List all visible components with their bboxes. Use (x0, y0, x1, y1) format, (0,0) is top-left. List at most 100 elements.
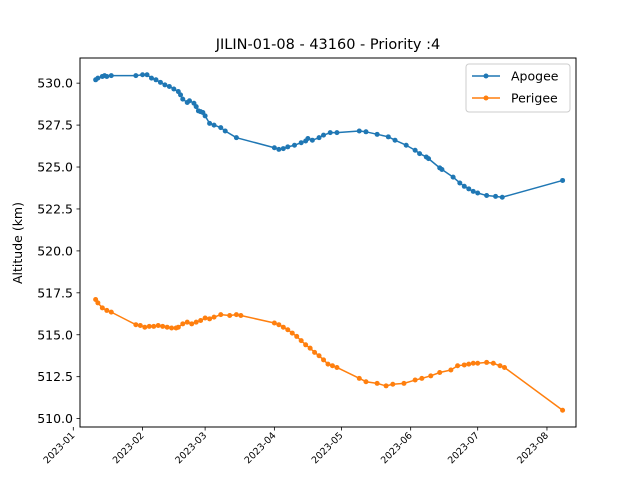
series-perigee-point (193, 319, 199, 325)
series-perigee-point (484, 359, 490, 365)
y-tick-label: 512.5 (37, 369, 73, 384)
series-perigee-point (146, 323, 152, 329)
series-apogee-point (166, 84, 172, 90)
series-perigee-point (137, 323, 143, 329)
y-tick-label: 510.0 (37, 411, 73, 426)
plot-frame (79, 57, 577, 428)
series-perigee-point (321, 357, 327, 363)
series-apogee-point (461, 183, 467, 189)
series-perigee-point (437, 369, 443, 375)
series-apogee-point (309, 137, 315, 143)
series-apogee-point (334, 130, 340, 136)
series-apogee-point (144, 72, 150, 78)
series-apogee-point (149, 75, 154, 81)
series-apogee-point (95, 75, 101, 81)
series-apogee-point (133, 73, 139, 79)
series-perigee-point (142, 324, 148, 330)
series-perigee-point (383, 383, 389, 389)
y-tick-label: 515.0 (37, 327, 73, 342)
series-apogee-point (392, 137, 398, 143)
series-perigee-point (184, 319, 190, 325)
series-perigee-point (497, 363, 503, 369)
series-perigee-point (390, 381, 396, 387)
series-perigee-point (104, 307, 110, 313)
series-perigee-point (160, 323, 166, 329)
series-perigee-point (428, 373, 434, 379)
series-apogee-point (321, 132, 327, 138)
series-apogee-point (186, 98, 192, 104)
series-perigee-point (95, 300, 101, 306)
series-perigee-point (164, 324, 170, 330)
series-perigee-point (169, 325, 175, 331)
y-tick-label: 525.0 (37, 160, 73, 175)
series-apogee-point (153, 77, 159, 83)
series-perigee-point (99, 305, 105, 311)
series-apogee-point (466, 186, 472, 192)
legend-perigee-label: Perigee (511, 91, 558, 106)
series-apogee-point (316, 135, 322, 141)
series-perigee-point (461, 362, 467, 368)
series-apogee-point (403, 142, 409, 148)
series-perigee-point (455, 363, 461, 369)
series-apogee-point (291, 142, 297, 148)
series-perigee-point (560, 407, 566, 413)
series-apogee-point (363, 129, 369, 135)
y-tick-label: 517.5 (37, 285, 73, 300)
series-apogee-point (298, 140, 304, 146)
series-apogee-point (385, 134, 391, 140)
series-apogee-point (171, 86, 177, 92)
series-perigee-point (502, 364, 507, 370)
series-apogee-point (285, 144, 291, 150)
legend-perigee-marker (483, 95, 489, 101)
series-apogee-point (276, 146, 282, 152)
series-perigee-point (334, 364, 340, 370)
series-perigee-point (307, 345, 313, 351)
series-apogee-point (499, 194, 505, 200)
series-perigee-point (312, 349, 318, 355)
series-perigee-point (108, 309, 114, 315)
series-perigee-point (363, 379, 369, 385)
series-perigee-point (276, 322, 282, 328)
series-apogee-point (426, 156, 432, 162)
series-apogee-point (193, 104, 199, 110)
series-perigee-point (325, 361, 331, 367)
series-perigee-point (227, 312, 233, 318)
series-apogee-point (457, 180, 463, 186)
series-apogee-point (475, 190, 481, 196)
series-perigee-point (285, 327, 291, 333)
series-perigee-point (374, 380, 380, 386)
series-perigee-point (289, 330, 295, 336)
y-tick-label: 527.5 (37, 118, 73, 133)
series-perigee-point (151, 323, 157, 329)
series-perigee-point (198, 317, 204, 323)
series-perigee-point (218, 312, 224, 318)
series-apogee-point (470, 188, 476, 194)
series-perigee-point (419, 375, 425, 381)
series-perigee-point (155, 323, 161, 329)
series-apogee-point (108, 73, 114, 79)
series-apogee-point (493, 193, 499, 199)
series-apogee-point (327, 130, 333, 136)
y-tick-label: 522.5 (37, 201, 73, 216)
series-apogee-point (180, 96, 186, 102)
series-apogee-point (162, 82, 168, 88)
series-apogee-point (374, 131, 380, 137)
series-perigee-point (133, 322, 139, 328)
series-apogee-point (178, 92, 184, 98)
series-apogee-point (271, 145, 277, 151)
series-perigee-point (470, 360, 476, 366)
y-axis-label: Altitude (km) (10, 202, 25, 284)
series-perigee-point (316, 353, 322, 359)
series-perigee-point (280, 324, 286, 330)
series-apogee-point (439, 167, 445, 173)
series-perigee-point (303, 342, 309, 348)
series-perigee-point (202, 315, 208, 321)
series-perigee-point (401, 380, 407, 386)
legend: Apogee Perigee (465, 63, 571, 113)
series-apogee-point (104, 73, 110, 79)
series-perigee-point (475, 360, 481, 366)
series-perigee-point (233, 312, 239, 318)
series-perigee-point (238, 312, 244, 318)
series-apogee-point (356, 128, 362, 134)
